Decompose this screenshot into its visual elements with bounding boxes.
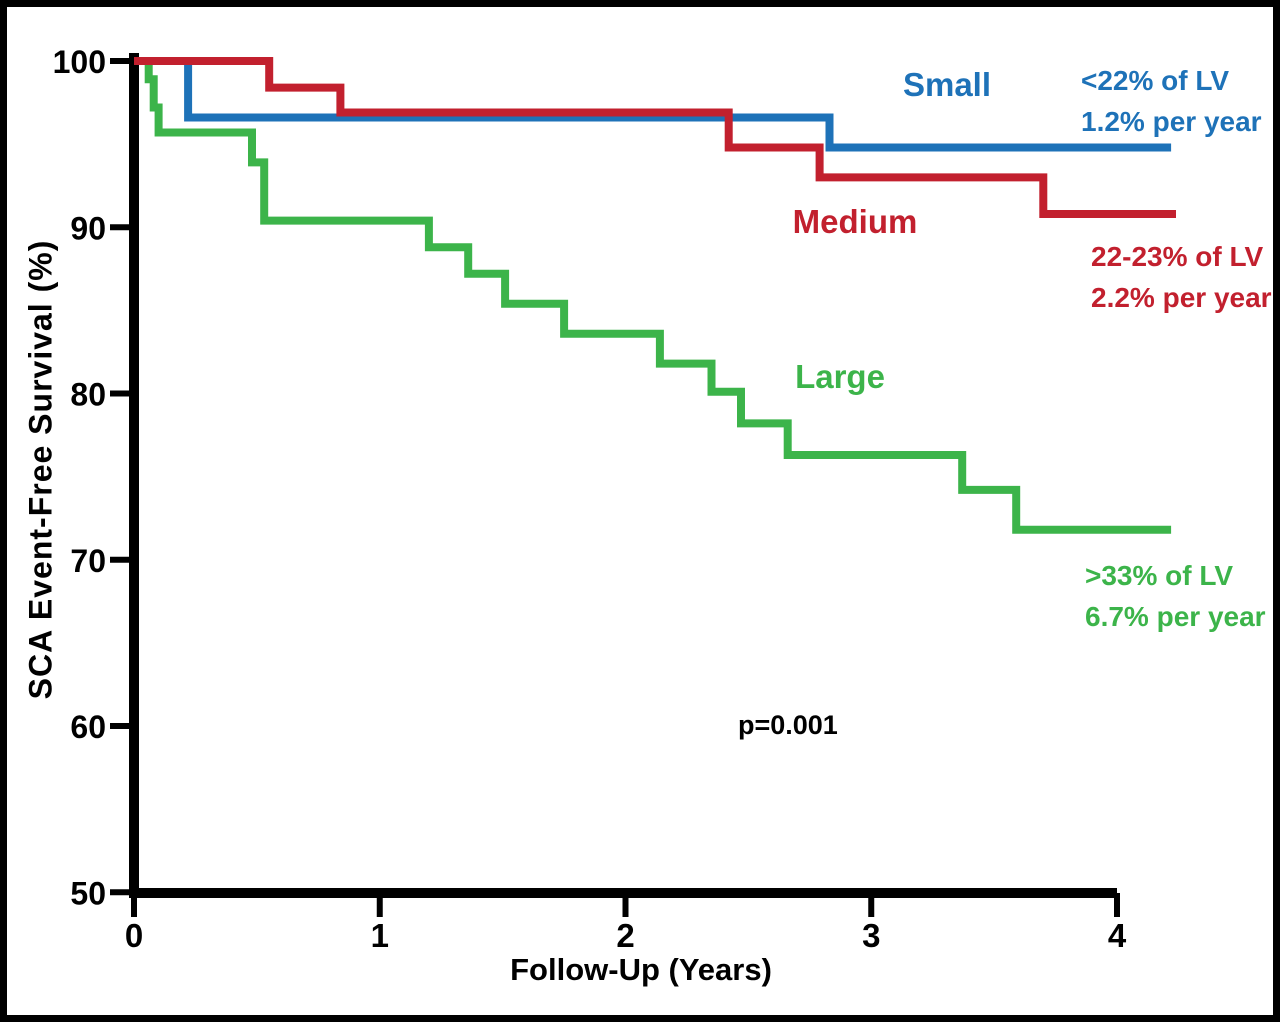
y-tick-label: 100 bbox=[53, 44, 106, 80]
annotation-large-line1: >33% of LV bbox=[1085, 560, 1234, 591]
x-tick-label: 1 bbox=[371, 917, 389, 954]
x-axis-label: Follow-Up (Years) bbox=[510, 952, 772, 987]
annotation-large: >33% of LV 6.7% per year bbox=[1085, 555, 1266, 637]
series-label-small: Small bbox=[902, 66, 992, 103]
annotation-medium-line1: 22-23% of LV bbox=[1091, 241, 1264, 272]
curve-large bbox=[134, 57, 1172, 534]
annotation-medium-line2: 2.2% per year bbox=[1091, 282, 1272, 313]
x-tick-label: 4 bbox=[1108, 917, 1127, 954]
annotation-large-line2: 6.7% per year bbox=[1085, 601, 1266, 632]
y-tick-label: 80 bbox=[70, 377, 106, 413]
y-tick-label: 90 bbox=[70, 210, 106, 246]
x-tick-label: 3 bbox=[862, 917, 880, 954]
y-tick-label: 60 bbox=[70, 709, 106, 745]
annotation-small: <22% of LV 1.2% per year bbox=[1081, 60, 1262, 142]
annotation-medium: 22-23% of LV 2.2% per year bbox=[1091, 236, 1272, 318]
curve-medium bbox=[134, 57, 1176, 218]
y-axis-label: SCA Event-Free Survival (%) bbox=[22, 239, 59, 700]
y-tick-label: 70 bbox=[70, 543, 106, 579]
series-label-medium: Medium bbox=[792, 203, 918, 240]
y-tick-label: 50 bbox=[70, 875, 106, 911]
annotation-small-line1: <22% of LV bbox=[1081, 65, 1230, 96]
series-label-large: Large bbox=[795, 358, 885, 395]
annotation-small-line2: 1.2% per year bbox=[1081, 106, 1262, 137]
survival-chart: 100 90 80 70 60 50 0 1 2 3 4 bbox=[53, 44, 1176, 954]
x-tick-label: 2 bbox=[616, 917, 634, 954]
p-value-label: p=0.001 bbox=[738, 710, 838, 740]
x-tick-label: 0 bbox=[125, 917, 143, 954]
